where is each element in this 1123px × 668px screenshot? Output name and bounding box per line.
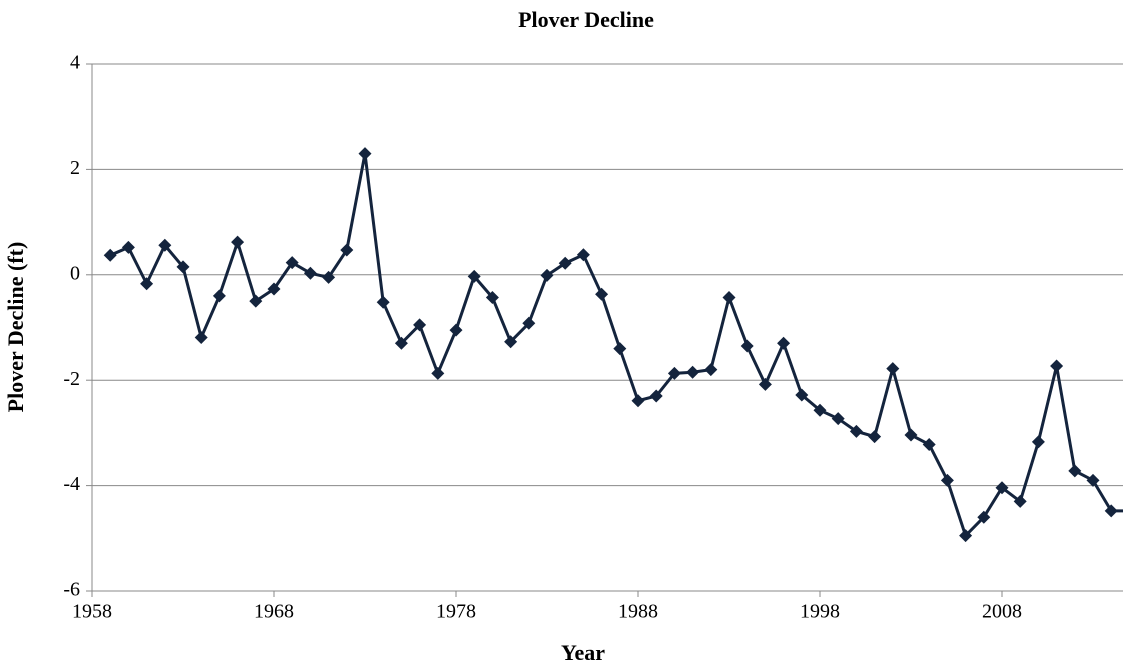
data-marker — [758, 377, 772, 391]
data-marker — [413, 318, 427, 332]
data-marker — [1104, 504, 1118, 518]
data-marker — [303, 266, 317, 280]
data-line — [109, 153, 1123, 539]
data-marker — [922, 437, 936, 451]
data-marker — [249, 294, 263, 308]
data-marker — [140, 277, 154, 291]
x-tick-label: 2008 — [982, 601, 1022, 623]
data-marker — [631, 394, 645, 408]
data-marker — [904, 428, 918, 442]
y-tick-label: 0 — [70, 262, 80, 284]
data-marker — [158, 238, 172, 252]
data-marker — [849, 424, 863, 438]
data-marker — [667, 366, 681, 380]
data-marker — [649, 389, 663, 403]
data-marker — [558, 256, 572, 270]
data-marker — [467, 269, 481, 283]
x-tick-label: 1988 — [618, 601, 658, 623]
x-axis-label: Year — [561, 640, 605, 665]
data-marker — [740, 339, 754, 353]
y-tick-label: -6 — [63, 579, 80, 601]
data-marker — [686, 365, 700, 379]
data-marker — [613, 342, 627, 356]
data-marker — [576, 248, 590, 262]
x-tick-label: 1978 — [436, 601, 476, 623]
data-marker — [194, 331, 208, 345]
data-marker — [795, 388, 809, 402]
data-marker — [959, 529, 973, 543]
data-marker — [704, 363, 718, 377]
data-marker — [1050, 359, 1064, 373]
data-marker — [868, 430, 882, 444]
data-marker — [322, 270, 336, 284]
data-marker — [595, 287, 609, 301]
data-marker — [376, 295, 390, 309]
data-marker — [121, 240, 135, 254]
x-tick-label: 1958 — [72, 601, 112, 623]
x-tick-label: 1998 — [800, 601, 840, 623]
plot-area: -6 -4 -2 0 2 4 1958 1968 1978 1988 1998 2008 — [63, 52, 1123, 623]
data-marker — [449, 323, 463, 337]
data-marker — [940, 473, 954, 487]
data-marker — [394, 336, 408, 350]
y-tick-label: -4 — [63, 473, 80, 495]
data-marker — [813, 403, 827, 417]
y-axis-label: Plover Decline (ft) — [3, 242, 28, 413]
data-marker — [103, 248, 117, 262]
data-marker — [540, 268, 554, 282]
data-marker — [777, 336, 791, 350]
data-marker — [722, 290, 736, 304]
chart-title: Plover Decline — [518, 7, 654, 32]
data-marker — [340, 243, 354, 257]
data-marker — [1086, 473, 1100, 487]
data-marker — [831, 412, 845, 426]
data-marker — [285, 256, 299, 270]
data-marker — [522, 316, 536, 330]
data-marker — [1031, 435, 1045, 449]
data-marker — [431, 366, 445, 380]
y-tick-label: 4 — [70, 52, 80, 74]
data-marker — [485, 290, 499, 304]
data-marker — [231, 235, 245, 249]
data-marker — [267, 282, 281, 296]
data-marker — [1013, 494, 1027, 508]
x-tick-label: 1968 — [254, 601, 294, 623]
data-marker — [977, 510, 991, 524]
data-marker — [886, 362, 900, 376]
data-marker — [995, 481, 1009, 495]
data-marker — [212, 289, 226, 303]
data-marker — [358, 147, 372, 161]
y-tick-label: -2 — [63, 368, 80, 390]
data-marker — [176, 260, 190, 274]
data-marker — [1068, 464, 1082, 478]
data-marker — [504, 335, 518, 349]
y-tick-label: 2 — [70, 157, 80, 179]
